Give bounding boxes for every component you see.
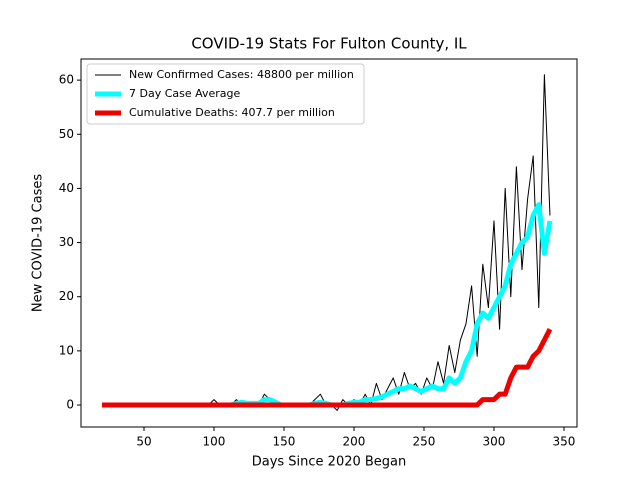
y-tick-label: 50 xyxy=(59,127,74,141)
legend-label: 7 Day Case Average xyxy=(129,87,241,100)
y-tick-label: 0 xyxy=(66,398,74,412)
x-tick-label: 200 xyxy=(343,435,366,449)
plot-frame xyxy=(80,58,578,428)
y-tick-label: 20 xyxy=(59,289,74,303)
x-tick-label: 50 xyxy=(136,435,151,449)
y-tick-label: 60 xyxy=(59,73,74,87)
legend-label: Cumulative Deaths: 407.7 per million xyxy=(129,106,335,119)
y-tick-label: 30 xyxy=(59,235,74,249)
chart-title: COVID-19 Stats For Fulton County, IL xyxy=(191,35,467,53)
x-tick-label: 100 xyxy=(203,435,226,449)
data-line xyxy=(101,328,553,408)
legend-box xyxy=(86,63,365,125)
y-tick-label: 10 xyxy=(59,343,74,357)
y-tick-label: 40 xyxy=(59,181,74,195)
x-tick-label: 300 xyxy=(483,435,506,449)
x-tick-label: 150 xyxy=(273,435,296,449)
x-tick-label: 250 xyxy=(413,435,436,449)
x-tick-label: 350 xyxy=(553,435,576,449)
legend-label: New Confirmed Cases: 48800 per million xyxy=(129,68,354,81)
y-axis-label: New COVID-19 Cases xyxy=(31,174,46,312)
x-axis-label: Days Since 2020 Began xyxy=(252,455,407,470)
